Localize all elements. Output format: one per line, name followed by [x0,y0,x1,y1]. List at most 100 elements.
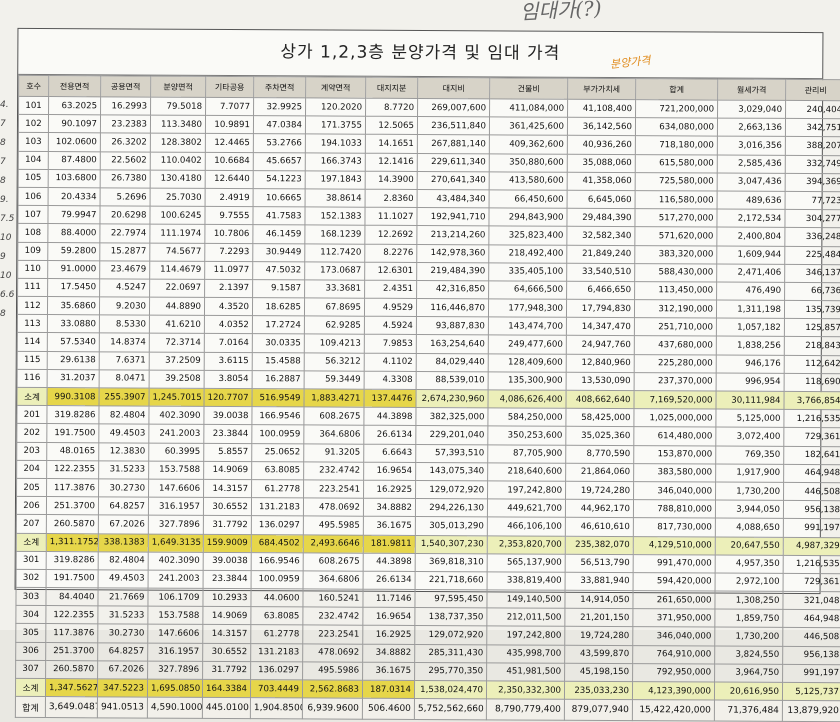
table-cell: 15,422,420,000 [632,699,715,722]
table-cell: 2,663,136 [717,118,786,137]
table-cell: 14.3157 [202,624,251,644]
table-cell: 109 [17,241,48,261]
table-cell: 335,405,100 [488,262,567,282]
margin-note: 10 [0,271,12,281]
table-cell: 60.3995 [148,442,204,462]
column-header: 관리비 [785,79,840,101]
table-cell: 12.2692 [364,225,417,244]
table-cell: 4.5247 [99,278,150,298]
table-cell: 88,539,010 [416,371,489,390]
table-cell: 177,948,300 [488,298,567,318]
table-cell: 45,198,150 [564,663,633,682]
table-cell: 2,471,406 [716,263,785,283]
table-cell: 44.3898 [363,552,416,572]
table-cell: 303 [15,587,47,606]
table-cell: 449,621,700 [487,498,566,518]
table-cell: 14.3157 [203,479,252,498]
table-cell: 571,620,000 [634,226,717,246]
table-cell: 251,710,000 [634,317,717,337]
table-cell: 67.8695 [304,297,365,317]
table-cell: 33,540,510 [566,262,635,282]
table-cell: 13,879,920 [782,700,840,722]
table-cell: 346,040,000 [633,481,716,501]
table-cell: 197,242,800 [486,626,565,645]
table-cell: 18.6285 [252,297,305,317]
table-cell: 221,718,660 [415,571,488,590]
table-cell: 240,404 [785,100,840,119]
table-cell: 62.9285 [304,316,365,335]
table-cell: 319.8286 [46,551,99,570]
table-cell: 114.4679 [149,260,205,280]
table-cell: 466,106,100 [487,517,566,536]
table-cell: 769,350 [715,445,784,465]
table-cell: 615,580,000 [635,154,718,173]
table-cell: 1,609,944 [716,245,785,265]
table-cell: 255.3907 [98,387,150,407]
table-cell: 87,705,900 [487,444,566,464]
table-cell: 14.1651 [365,134,418,154]
table-cell: 115 [17,351,48,370]
table-cell: 446,508 [782,627,840,647]
table-cell: 35.6860 [47,296,100,316]
table-cell: 316.1957 [148,497,204,516]
table-cell: 59.3449 [304,370,365,390]
table-cell: 72.3714 [149,333,205,353]
column-header: 대지지분 [365,77,418,99]
table-cell: 285,311,430 [414,644,487,663]
table-cell: 10.2933 [202,588,252,607]
table-cell: 63.2025 [48,96,101,116]
table-cell: 12.3830 [98,442,149,461]
table-cell: 10.6684 [205,151,254,171]
table-cell: 120.2020 [305,97,366,117]
table-cell: 66,450,600 [489,189,568,209]
table-cell: 14,347,470 [566,317,635,337]
table-cell: 338.1383 [98,533,149,552]
table-cell: 9.1587 [252,279,305,298]
table-cell: 2,353,820,700 [487,535,566,554]
table-cell: 1,883.4271 [303,388,365,408]
table-cell: 116,580,000 [635,190,718,210]
table-cell: 207 [16,514,47,534]
table-cell: 703.4449 [250,679,303,699]
table-cell: 32.9925 [253,97,306,117]
table-cell: 106.1709 [147,588,204,607]
table-cell: 112,642 [784,355,840,374]
margin-note: 4. [0,100,9,110]
table-cell: 197,242,800 [487,480,566,500]
margin-note: 7 [0,119,6,129]
handwritten-header-note: 임대가(?) [519,0,603,25]
table-cell: 36.1675 [363,516,416,535]
table-cell: 445.0100 [202,697,251,719]
table-cell: 130.4180 [150,169,206,189]
table-cell: 47.5032 [252,261,305,280]
table-cell: 30.0335 [252,334,305,353]
table-cell: 996,954 [716,372,785,392]
table-cell: 24,947,760 [566,335,635,355]
table-cell: 131.2183 [251,497,304,517]
table-cell: 36,142,560 [567,117,636,137]
table-cell: 30,111,984 [715,391,785,410]
table-cell: 371,950,000 [632,608,715,628]
table-cell: 14.9069 [202,606,251,626]
table-cell: 4,987,329 [783,536,840,556]
table-cell: 16.2925 [362,625,415,645]
table-cell: 53.2766 [253,134,306,153]
table-cell: 249,477,600 [488,335,567,354]
column-header: 합계 [635,78,718,101]
table-cell: 3,649.0487 [45,696,98,719]
table-cell: 111 [17,278,48,297]
table-cell: 소계 [16,532,47,552]
table-cell: 269,007,600 [417,98,490,118]
table-cell: 166.9546 [251,406,304,426]
table-cell: 101 [18,96,49,115]
table-cell: 4.0352 [204,315,253,335]
table-cell: 402.3090 [148,406,204,425]
table-cell: 1,025,000,000 [633,408,716,428]
table-cell: 721,200,000 [635,99,718,119]
table-cell: 102 [18,114,49,133]
table-cell: 30.2730 [98,478,149,498]
table-cell: 135,739 [784,300,840,319]
table-cell: 267,881,140 [417,134,490,154]
table-cell: 4,957,350 [715,554,784,574]
table-cell: 61.2778 [251,479,304,499]
